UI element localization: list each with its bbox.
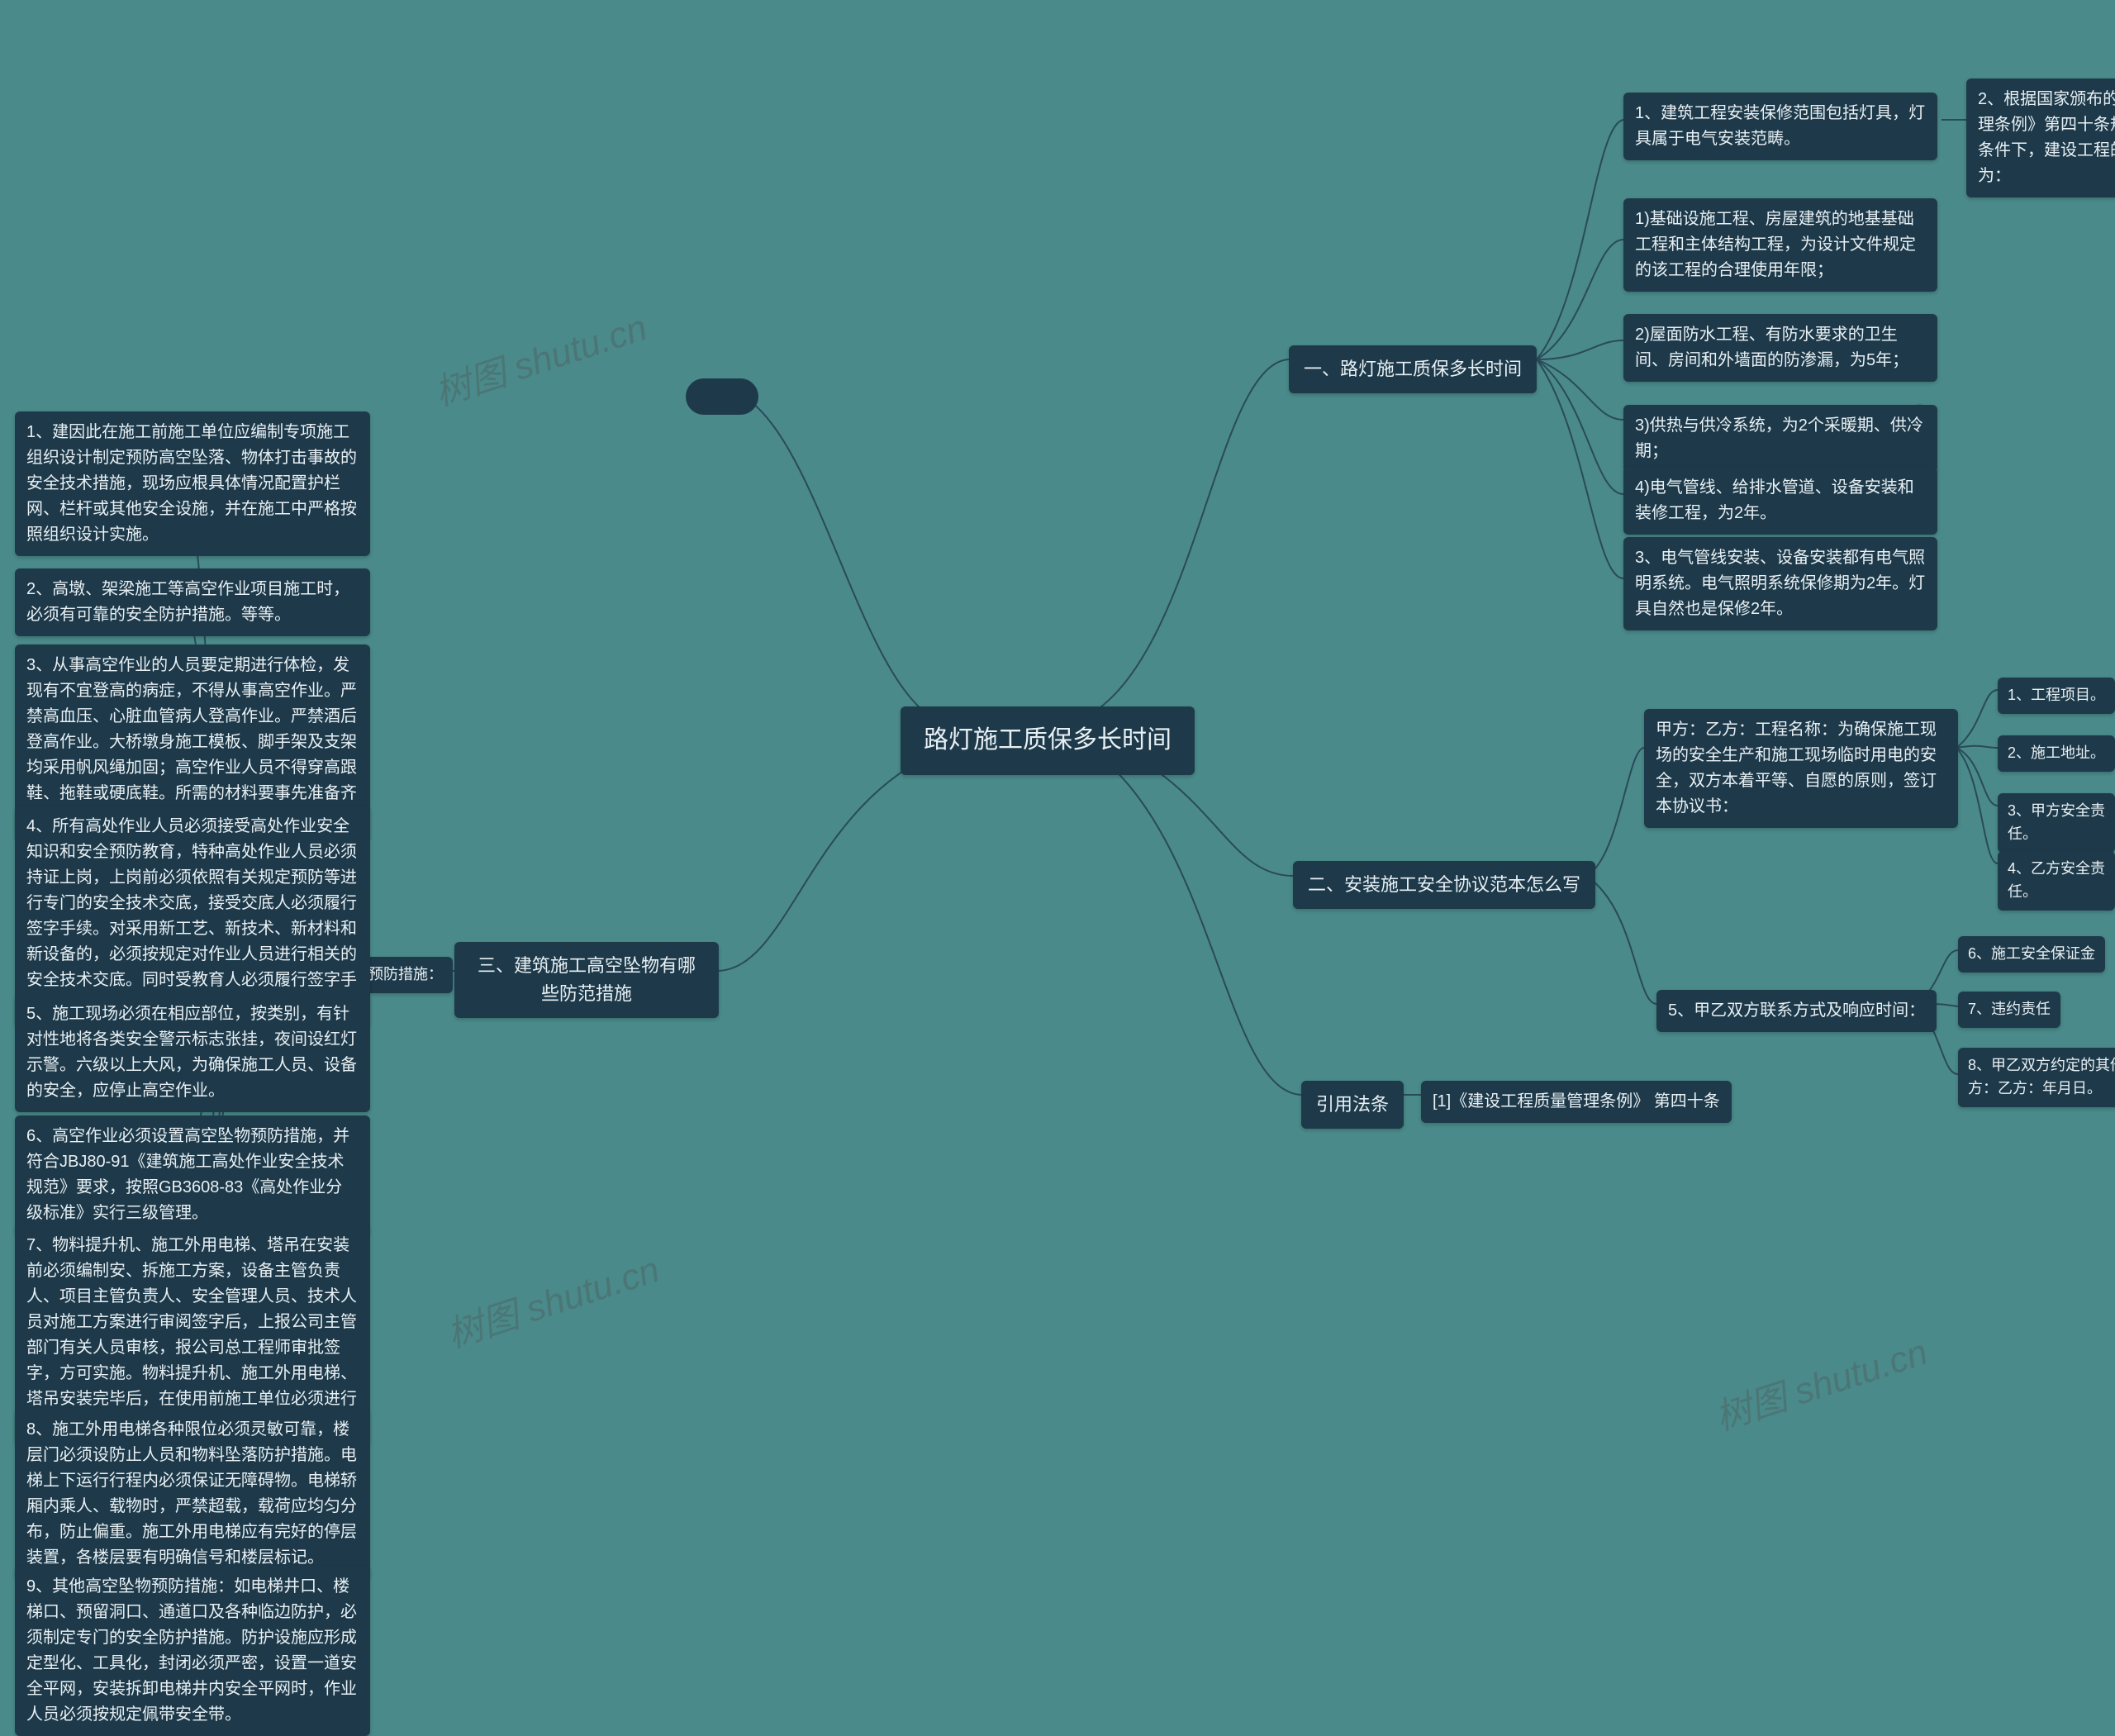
branch1-n4[interactable]: 2)屋面防水工程、有防水要求的卫生间、房间和外墙面的防渗漏，为5年； [1623, 314, 1937, 382]
branch1-n3[interactable]: 1)基础设施工程、房屋建筑的地基基础工程和主体结构工程，为设计文件规定的该工程的… [1623, 198, 1937, 292]
branch2-b2[interactable]: 2、施工地址。 [1998, 735, 2115, 772]
watermark: 树图 shutu.cn [1708, 1322, 1933, 1440]
branch-1[interactable]: 一、路灯施工质保多长时间 [1289, 345, 1537, 393]
branch3-m8[interactable]: 8、施工外用电梯各种限位必须灵敏可靠，楼层门必须设防止人员和物料坠落防护措施。电… [15, 1409, 370, 1579]
branch1-n2[interactable]: 2、根据国家颁布的《建设工程质量管理条例》第四十条规定：在正常使用条件下，建设工… [1966, 78, 2115, 197]
branch2-b1[interactable]: 1、工程项目。 [1998, 678, 2115, 714]
watermark: 树图 shutu.cn [427, 297, 653, 416]
center-node[interactable]: 路灯施工质保多长时间 [901, 706, 1195, 775]
branch2-intro[interactable]: 甲方：乙方：工程名称：为确保施工现场的安全生产和施工现场临时用电的安全，双方本着… [1644, 709, 1958, 828]
branch1-n1[interactable]: 1、建筑工程安装保修范围包括灯具，灯具属于电气安装范畴。 [1623, 93, 1937, 160]
branch1-n7[interactable]: 3、电气管线安装、设备安装都有电气照明系统。电气照明系统保修期为2年。灯具自然也… [1623, 537, 1937, 630]
branch2-b8[interactable]: 8、甲乙双方约定的其他事项：甲方：乙方：年月日。 [1958, 1048, 2115, 1107]
ref-item[interactable]: [1]《建设工程质量管理条例》 第四十条 [1421, 1081, 1732, 1123]
branch1-n6[interactable]: 4)电气管线、给排水管道、设备安装和装修工程，为2年。 [1623, 467, 1937, 535]
branch2-b6[interactable]: 6、施工安全保证金 [1958, 936, 2105, 973]
branch-3[interactable]: 三、建筑施工高空坠物有哪些防范措施 [454, 942, 719, 1018]
branch3-m1[interactable]: 1、建因此在施工前施工单位应编制专项施工组织设计制定预防高空坠落、物体打击事故的… [15, 411, 370, 556]
branch-ref[interactable]: 引用法条 [1301, 1081, 1404, 1129]
branch2-b4[interactable]: 4、乙方安全责任。 [1998, 851, 2115, 911]
branch3-m5[interactable]: 5、施工现场必须在相应部位，按类别，有针对性地将各类安全警示标志张挂，夜间设红灯… [15, 993, 370, 1112]
branch3-m9[interactable]: 9、其他高空坠物预防措施：如电梯井口、楼梯口、预留洞口、通道口及各种临边防护，必… [15, 1566, 370, 1736]
branch3-m2[interactable]: 2、高墩、架梁施工等高空作业项目施工时，必须有可靠的安全防护措施。等等。 [15, 568, 370, 636]
branch-2[interactable]: 二、安装施工安全协议范本怎么写 [1293, 861, 1595, 909]
watermark: 树图 shutu.cn [440, 1239, 665, 1358]
branch2-b3[interactable]: 3、甲方安全责任。 [1998, 793, 2115, 853]
logo-shape [686, 378, 758, 415]
branch2-b7[interactable]: 7、违约责任 [1958, 992, 2060, 1028]
branch3-m6[interactable]: 6、高空作业必须设置高空坠物预防措施，并符合JBJ80-91《建筑施工高处作业安… [15, 1115, 370, 1234]
branch1-n5[interactable]: 3)供热与供冷系统，为2个采暖期、供冷期； [1623, 405, 1937, 473]
branch2-b5[interactable]: 5、甲乙双方联系方式及响应时间： [1656, 990, 1937, 1032]
